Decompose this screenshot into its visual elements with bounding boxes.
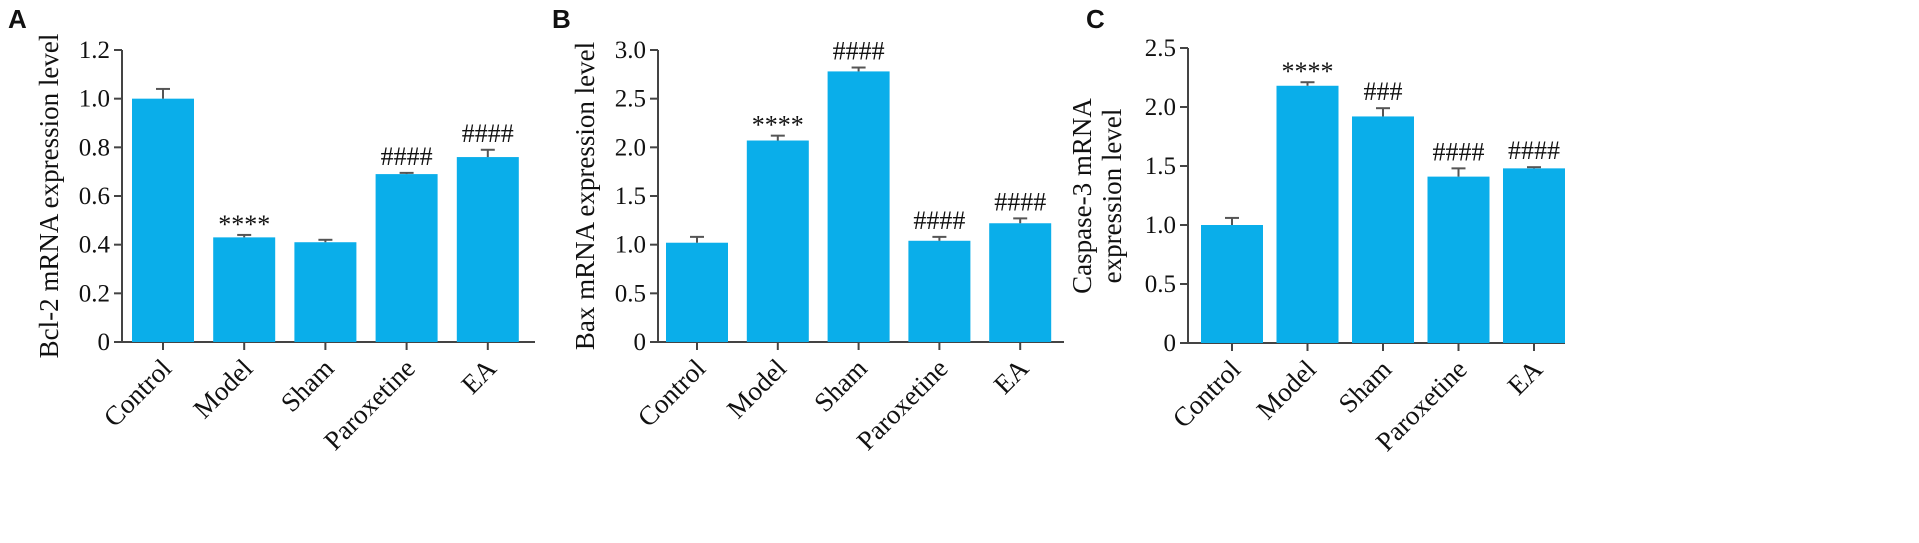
category-label-control: Control — [1167, 354, 1247, 434]
bar-paroxetine — [1427, 176, 1490, 343]
y-tick-label: 1.0 — [615, 232, 646, 259]
significance-label: **** — [752, 111, 804, 140]
bar-control — [666, 242, 728, 342]
panel-letter: A — [8, 4, 27, 34]
y-tick-label: 0.5 — [1145, 271, 1176, 298]
category-label-sham: Sham — [275, 353, 340, 418]
significance-label: **** — [1282, 57, 1334, 86]
y-tick-label: 0.2 — [79, 280, 110, 307]
chart-panel-b: B 0 0.5 1.0 1.5 2.0 2.5 3.0 Bax mRNA expression … — [552, 4, 1064, 456]
category-label-ea: EA — [1502, 354, 1549, 401]
category-label-ea: EA — [988, 353, 1035, 400]
y-tick-label: 1.0 — [1145, 212, 1176, 239]
panel-letter: B — [552, 4, 571, 34]
bar-sham — [294, 242, 357, 342]
significance-label: #### — [1508, 136, 1560, 165]
bar-paroxetine — [908, 240, 971, 342]
significance-label: #### — [381, 142, 433, 171]
category-label-sham: Sham — [808, 353, 873, 418]
significance-label: **** — [218, 210, 270, 239]
y-tick-label: 1.5 — [1145, 153, 1176, 180]
chart-panel-c: C 0 0.5 1.0 1.5 2.0 2.5 Caspase-3 mRNA expressio… — [1067, 4, 1565, 457]
category-label-model: Model — [1251, 354, 1322, 425]
bar-sham — [827, 71, 890, 342]
bar-control — [1201, 225, 1263, 343]
bar-control — [132, 98, 194, 343]
category-label-control: Control — [98, 353, 178, 433]
significance-label: #### — [462, 119, 514, 148]
significance-label: #### — [913, 206, 965, 235]
y-tick-label: 0.4 — [79, 232, 111, 259]
significance-label: #### — [994, 187, 1046, 216]
y-tick-label: 1.5 — [615, 183, 646, 210]
chart-panel-a: A 0 0.2 0.4 0.6 0.8 1.0 1.2 Bcl-2 mRNA expressio… — [8, 4, 535, 456]
y-tick-label: 0 — [98, 329, 111, 356]
y-tick-label: 0 — [634, 329, 647, 356]
bar-model — [746, 140, 809, 342]
category-label-sham: Sham — [1333, 354, 1398, 419]
significance-label: #### — [833, 37, 885, 66]
y-tick-label: 2.0 — [1145, 94, 1176, 121]
category-label-ea: EA — [455, 353, 502, 400]
y-tick-label: 0.5 — [615, 280, 646, 307]
y-tick-label: 2.5 — [1145, 35, 1176, 62]
category-label-control: Control — [632, 353, 712, 433]
y-tick-label: 3.0 — [615, 37, 646, 64]
panel-letter: C — [1086, 4, 1105, 34]
y-tick-label: 0.8 — [79, 134, 110, 161]
bar-paroxetine — [375, 174, 438, 342]
y-axis-label: Caspase-3 mRNA — [1067, 98, 1097, 294]
y-tick-label: 1.0 — [79, 86, 110, 113]
y-tick-label: 2.5 — [615, 86, 646, 113]
y-tick-label: 0 — [1164, 330, 1177, 357]
bar-model — [1276, 85, 1339, 343]
y-tick-label: 2.0 — [615, 134, 646, 161]
significance-label: ### — [1364, 77, 1403, 106]
category-label-model: Model — [187, 353, 258, 424]
category-label-model: Model — [721, 353, 792, 424]
significance-label: #### — [1433, 137, 1485, 166]
y-axis-label: Bcl-2 mRNA expression level — [34, 34, 64, 359]
bar-sham — [1352, 116, 1414, 343]
bar-ea — [1503, 168, 1565, 343]
y-axis-label: Bax mRNA expression level — [570, 42, 600, 350]
y-tick-label: 1.2 — [79, 37, 110, 64]
y-tick-label: 0.6 — [79, 183, 110, 210]
bar-ea — [989, 223, 1052, 342]
bar-ea — [456, 157, 519, 342]
bar-model — [213, 237, 276, 342]
y-axis-label: expression level — [1097, 109, 1127, 284]
